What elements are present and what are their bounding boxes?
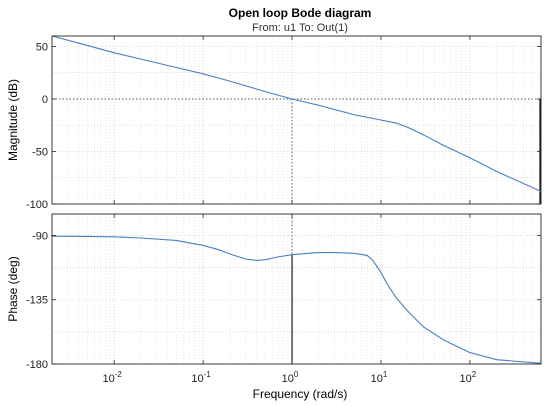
x-tick-label: 10-2: [102, 370, 122, 385]
chart-subtitle: From: u1 To: Out(1): [252, 22, 348, 34]
magnitude-y-axis-label: Magnitude (dB): [6, 79, 20, 161]
y-tick-label: 0: [42, 94, 48, 106]
x-tick-label: 102: [460, 370, 477, 385]
phase-series-line: [51, 235, 542, 364]
x-tick-label: 101: [371, 370, 388, 385]
y-tick-label: 50: [36, 42, 48, 54]
grid-layer: [51, 36, 541, 365]
axes-layer: -100 -50 0 50 Magnitude (dB) -180 -135 -90 Phase…: [6, 35, 542, 385]
x-axis-label: Frequency (rad/s): [253, 387, 348, 401]
y-tick-label: -100: [26, 199, 48, 211]
phase-y-axis-label: Phase (deg): [6, 256, 20, 321]
phase-axes-frame: [51, 213, 542, 365]
x-tick-label: 10-1: [191, 370, 211, 385]
series-layer: [51, 35, 542, 364]
y-tick-label: -135: [26, 295, 48, 307]
y-tick-label: -50: [32, 147, 48, 159]
magnitude-axes-frame: [51, 35, 542, 205]
y-tick-label: -90: [32, 230, 48, 242]
x-tick-label: 100: [282, 370, 299, 385]
chart-title: Open loop Bode diagram: [229, 6, 372, 20]
magnitude-series-line: [51, 35, 542, 192]
y-tick-label: -180: [26, 359, 48, 371]
